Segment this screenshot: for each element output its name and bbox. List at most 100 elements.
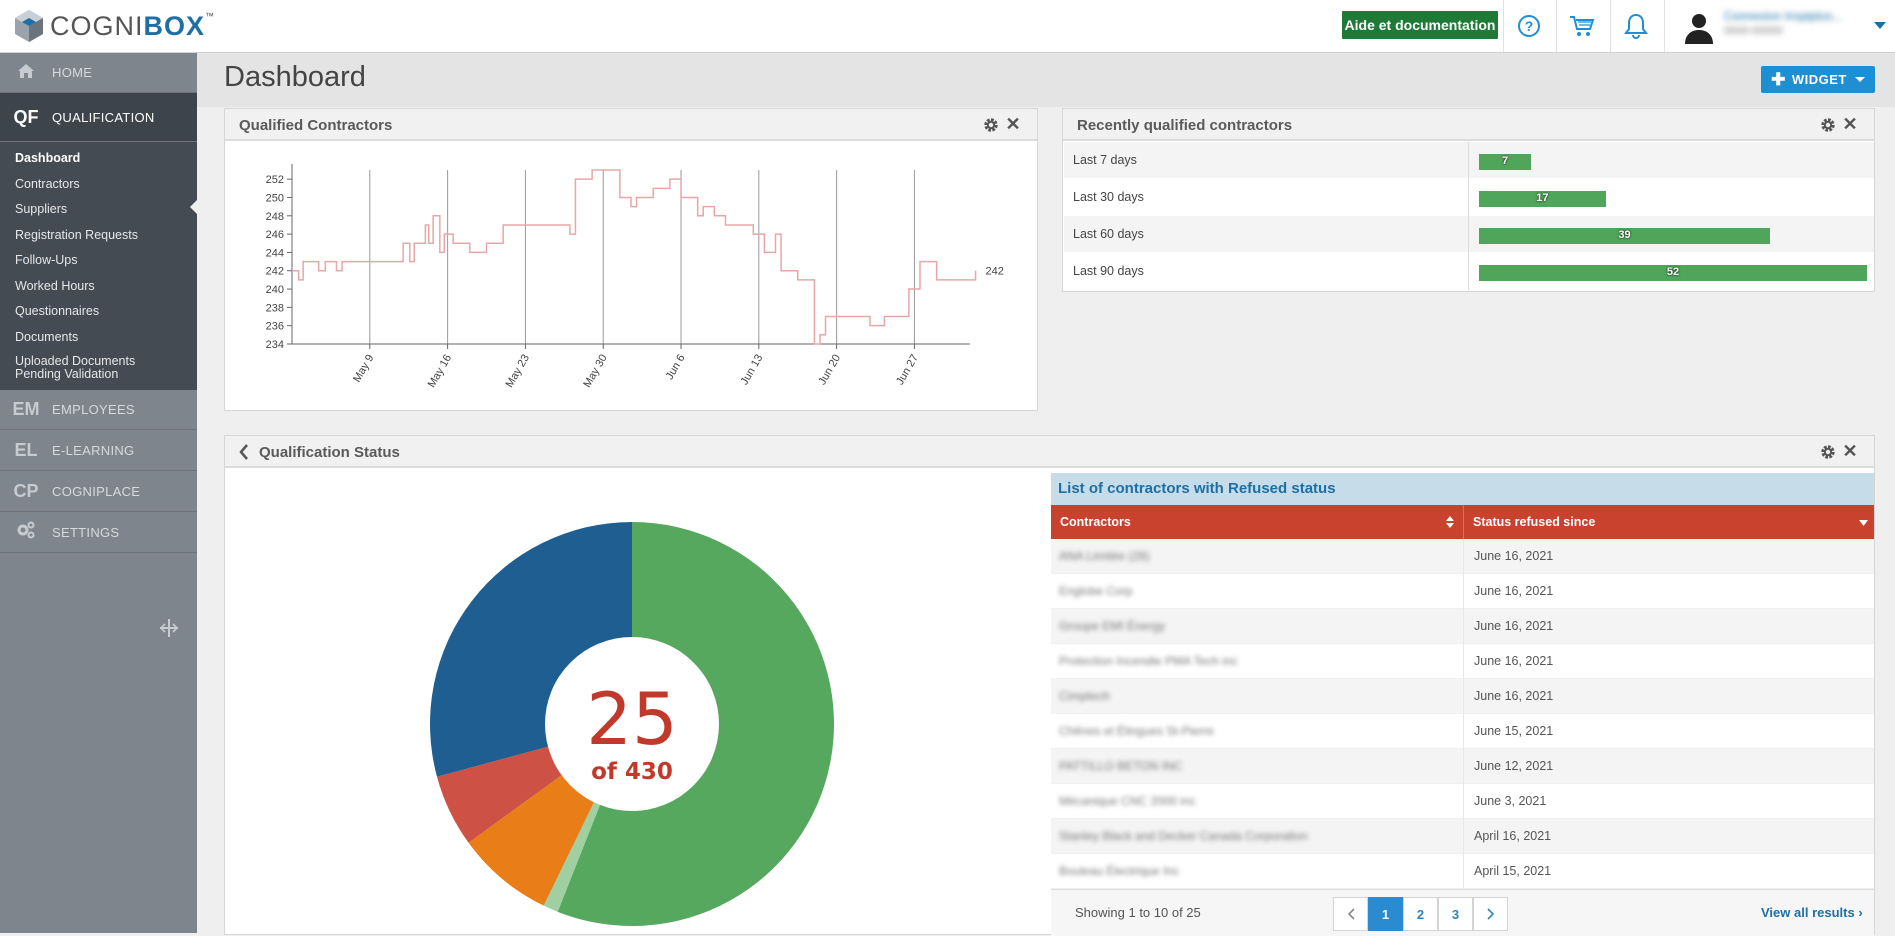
page-3-button[interactable]: 3 [1438,897,1473,931]
cognibox-logo[interactable]: COGNIBOX™ [14,6,215,46]
prev-page-button[interactable] [1333,897,1368,931]
col-refused-since-header[interactable]: Status refused since [1473,515,1596,529]
widget-header: Recently qualified contractors ✕ [1063,109,1874,141]
help-question-icon[interactable]: ? [1515,12,1543,40]
page-title: Dashboard [224,61,366,93]
contractor-name[interactable]: Englobe Corp [1059,584,1133,598]
refused-table-row[interactable]: Stanley Black and Decker Canada Corporat… [1051,819,1874,854]
widget-caret-icon [1854,77,1865,82]
y-tick-label: 244 [266,247,284,259]
nav-employees-abbr: EM [12,399,40,419]
chevron-left-icon[interactable] [239,444,249,460]
page-header: Dashboard ✚ WIDGET [197,53,1895,107]
view-all-results-link[interactable]: View all results › [1761,905,1863,920]
add-widget-button[interactable]: ✚ WIDGET [1761,66,1875,93]
submenu-contractors[interactable]: Contractors [15,177,80,191]
chevron-right-icon: › [1858,905,1863,920]
nav-settings[interactable]: SETTINGS [0,513,197,553]
refused-date: April 16, 2021 [1474,829,1552,843]
notifications-bell-icon[interactable] [1622,12,1650,40]
nav-cogniplace-abbr: CP [13,481,39,501]
cart-icon[interactable] [1568,12,1596,40]
recent-bar: 7 [1479,154,1532,170]
y-tick-label: 238 [266,302,284,314]
recent-bar: 52 [1479,265,1867,281]
submenu-documents[interactable]: Documents [15,330,79,344]
contractor-name[interactable]: Mécanique CNC 2000 inc [1059,794,1196,808]
qualification-status-widget: Qualification Status ✕ 25 of 430 List of … [224,435,1875,936]
submenu-uploaded-documents[interactable]: Uploaded Documents Pending Validation [15,354,136,381]
page-2-button[interactable]: 2 [1403,897,1438,931]
recent-bar-value: 7 [1502,155,1509,167]
user-menu[interactable]: Connexion Inspiplus... 0000-00000 [1668,6,1888,46]
y-tick-label: 242 [266,266,284,278]
nav-elearning-label: E-LEARNING [52,443,135,458]
nav-home[interactable]: HOME [0,53,197,93]
nav-employees[interactable]: EM EMPLOYEES [0,390,197,430]
submenu-worked-hours[interactable]: Worked Hours [15,279,95,293]
sort-icon[interactable] [1446,516,1454,528]
submenu-dashboard[interactable]: Dashboard [15,151,81,165]
nav-cogniplace[interactable]: CP COGNIPLACE [0,472,197,512]
refused-table-row[interactable]: Chênes et Élingues St-Pierre June 15, 202… [1051,714,1874,749]
contractor-name[interactable]: Chênes et Élingues St-Pierre [1059,724,1214,738]
recent-row-label: Last 90 days [1073,264,1144,278]
refused-table-row[interactable]: Groupe EMI Énergy June 16, 2021 [1051,609,1874,644]
close-icon[interactable]: ✕ [1842,441,1858,461]
refused-table-row[interactable]: Protection Incendie PMA Tech inc June 16,… [1051,644,1874,679]
contractor-name[interactable]: PATTILLO BETON INC [1059,759,1183,773]
y-tick-label: 246 [266,229,284,241]
submenu-suppliers[interactable]: Suppliers [15,202,68,216]
submenu-registration-requests[interactable]: Registration Requests [15,228,138,242]
recent-bar: 17 [1479,191,1606,207]
col-contractors-header[interactable]: Contractors [1060,515,1131,529]
recent-bar-value: 52 [1666,266,1680,278]
contractor-name[interactable]: Stanley Black and Decker Canada Corporat… [1059,829,1308,843]
refused-table-row[interactable]: ANA Limitée (28) June 16, 2021 [1051,539,1874,574]
refused-table-row[interactable]: PATTILLO BETON INC June 12, 2021 [1051,749,1874,784]
gear-icon[interactable] [1820,444,1836,460]
nav-qualification[interactable]: QF QUALIFICATION [0,93,197,142]
sort-desc-icon[interactable] [1859,520,1868,526]
refused-table-row[interactable]: Mécanique CNC 2000 inc June 3, 2021 [1051,784,1874,819]
refused-date: June 16, 2021 [1474,689,1554,703]
nav-qualification-label: QUALIFICATION [52,109,155,125]
refused-table-row[interactable]: Englobe Corp June 16, 2021 [1051,574,1874,609]
recent-row-label: Last 7 days [1073,153,1137,167]
refused-table-row[interactable]: Cimptech June 16, 2021 [1051,679,1874,714]
contractor-name[interactable]: Bouleau Électrique Inc [1059,864,1180,878]
refused-date: June 3, 2021 [1474,794,1547,808]
user-subtitle: 0000-00000 [1724,25,1783,37]
x-tick-label: May 30 [581,353,609,390]
submenu-questionnaires[interactable]: Questionnaires [15,304,100,318]
refused-table-row[interactable]: Bouleau Électrique Inc April 15, 2021 [1051,854,1874,889]
x-tick-label: Jun 20 [816,353,843,388]
gear-icon[interactable] [983,117,999,133]
submenu-follow-ups[interactable]: Follow-Ups [15,253,78,267]
gear-icon[interactable] [1820,117,1836,133]
recent-row-label: Last 30 days [1073,190,1144,204]
help-documentation-button[interactable]: Aide et documentation [1342,11,1498,39]
next-page-button[interactable] [1473,897,1508,931]
nav-elearning[interactable]: EL E-LEARNING [0,431,197,471]
recent-bar-value: 17 [1536,192,1549,204]
recent-row: Last 7 days 7 [1064,142,1874,179]
close-icon[interactable]: ✕ [1842,114,1858,134]
chevron-left-icon [1347,908,1355,920]
contractor-name[interactable]: Protection Incendie PMA Tech inc [1059,654,1238,668]
contractor-name[interactable]: ANA Limitée (28) [1059,549,1150,563]
close-icon[interactable]: ✕ [1005,114,1021,134]
last-value-label: 242 [986,266,1004,278]
recent-row: Last 90 days 52 [1064,253,1874,290]
recent-bar: 39 [1479,228,1770,244]
recent-row: Last 30 days 17 [1064,179,1874,216]
nav-employees-label: EMPLOYEES [52,402,135,417]
collapse-sidebar-icon[interactable] [158,617,180,639]
refused-date: June 16, 2021 [1474,619,1554,633]
contractor-name[interactable]: Groupe EMI Énergy [1059,619,1166,633]
table-footer: Showing 1 to 10 of 25 1 2 3 View all res… [1051,889,1874,936]
contractor-name[interactable]: Cimptech [1059,689,1110,703]
x-tick-label: May 23 [504,353,532,390]
page-1-button[interactable]: 1 [1368,897,1403,931]
user-avatar-icon [1685,14,1713,44]
